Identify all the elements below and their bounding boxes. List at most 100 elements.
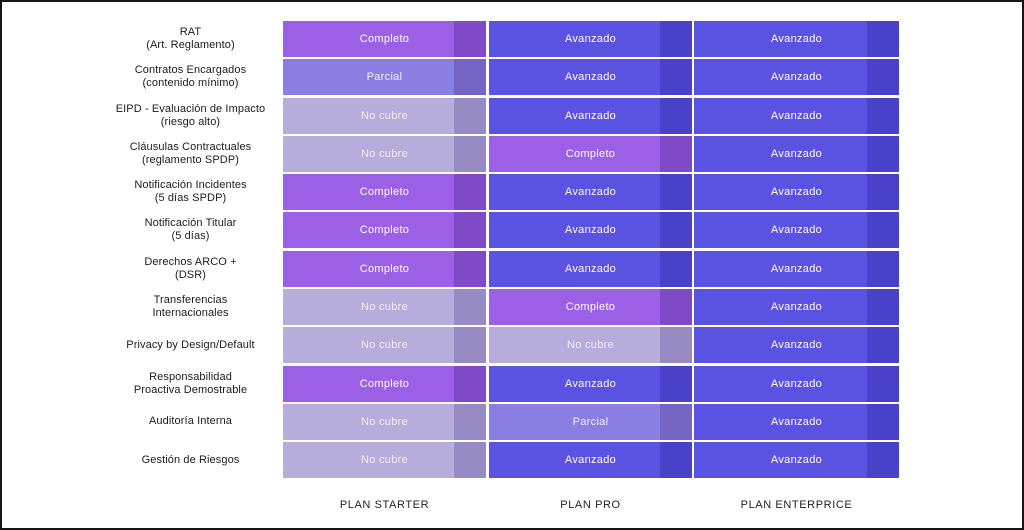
feature-label: EIPD - Evaluación de Impacto (riesgo alto… — [2, 98, 283, 134]
feature-label-line: (contenido mínimo) — [142, 77, 239, 90]
cell-accent-strip — [660, 327, 692, 364]
cell-accent-strip — [660, 403, 692, 440]
status-text: No cubre — [360, 147, 409, 160]
status-text: Completo — [359, 377, 410, 390]
status-cell-enterprise: Avanzado — [694, 327, 899, 364]
cell-accent-strip — [867, 135, 899, 172]
table-row: Transferencias Internacionales No cubre Com… — [2, 289, 899, 326]
plan-footer-row: PLAN STARTER PLAN PRO PLAN ENTERPRICE — [2, 499, 1024, 511]
comparison-table: RAT (Art. Reglamento) Completo Avanzado Avan… — [2, 21, 899, 481]
status-cell-enterprise: Avanzado — [694, 174, 899, 211]
footer-spacer — [2, 499, 283, 511]
status-text: Avanzado — [564, 186, 617, 199]
table-row: RAT (Art. Reglamento) Completo Avanzado Avan… — [2, 21, 899, 57]
status-text: Avanzado — [770, 301, 823, 314]
cell-accent-strip — [454, 327, 486, 364]
status-text: Avanzado — [770, 224, 823, 237]
status-text: Avanzado — [564, 224, 617, 237]
cell-accent-strip — [454, 97, 486, 134]
cell-accent-strip — [454, 442, 486, 479]
plan-label-enterprice: PLAN ENTERPRICE — [740, 499, 853, 511]
feature-label-line: (reglamento SPDP) — [141, 153, 240, 166]
cell-accent-strip — [454, 365, 486, 402]
cell-accent-strip — [454, 21, 486, 57]
status-cell-starter: No cubre — [283, 135, 486, 172]
feature-label-line: RAT — [179, 26, 202, 38]
status-cell-starter: Completo — [283, 174, 486, 211]
feature-label-line: Gestión de Riesgos — [141, 453, 240, 466]
cell-accent-strip — [454, 59, 486, 96]
feature-label-line: Proactiva Demostrable — [133, 383, 248, 396]
status-cell-enterprise: Avanzado — [694, 97, 899, 134]
status-cell-pro: Avanzado — [489, 174, 692, 211]
status-text: No cubre — [360, 301, 409, 314]
feature-label-line: (5 días SPDP) — [154, 192, 227, 205]
status-text: Avanzado — [770, 33, 823, 45]
status-cell-starter: Completo — [283, 21, 486, 57]
status-text: Avanzado — [770, 109, 823, 122]
feature-label: Gestión de Riesgos — [2, 442, 283, 478]
status-cell-starter: Completo — [283, 250, 486, 287]
feature-label: RAT (Art. Reglamento) — [2, 21, 283, 57]
status-cell-pro: Avanzado — [489, 97, 692, 134]
feature-label-line: Internacionales — [152, 307, 229, 320]
cell-accent-strip — [867, 97, 899, 134]
status-text: Avanzado — [564, 262, 617, 275]
table-row: Privacy by Design/Default No cubre No cubr… — [2, 327, 899, 364]
status-cell-pro: Avanzado — [489, 365, 692, 402]
status-cell-starter: Parcial — [283, 59, 486, 96]
status-text: No cubre — [360, 454, 409, 467]
status-cell-enterprise: Avanzado — [694, 59, 899, 96]
table-row: Notificación Incidentes (5 días SPDP) Comp… — [2, 174, 899, 211]
feature-label: Notificación Incidentes (5 días SPDP) — [2, 174, 283, 210]
feature-label-line: Responsabilidad — [149, 370, 232, 383]
status-text: Completo — [359, 224, 410, 237]
cell-accent-strip — [867, 289, 899, 326]
cell-accent-strip — [454, 135, 486, 172]
feature-label-line: Contratos Encargados — [134, 64, 247, 77]
table-row: Contratos Encargados (contenido mínimo) Pa… — [2, 59, 899, 96]
table-row: Responsabilidad Proactiva Demostrable Comp… — [2, 365, 899, 402]
status-text: Avanzado — [564, 377, 617, 390]
status-text: Avanzado — [770, 262, 823, 275]
cell-accent-strip — [660, 289, 692, 326]
status-text: Completo — [565, 147, 616, 160]
cell-accent-strip — [867, 59, 899, 96]
feature-label-line: Derechos ARCO + — [144, 255, 237, 268]
cell-accent-strip — [454, 403, 486, 440]
feature-label-line: Privacy by Design/Default — [126, 338, 255, 351]
status-text: Completo — [565, 301, 616, 314]
table-row: Gestión de Riesgos No cubre Avanzado Avanza… — [2, 442, 899, 479]
status-text: Avanzado — [770, 415, 823, 428]
status-cell-pro: Avanzado — [489, 250, 692, 287]
cell-accent-strip — [454, 289, 486, 326]
cell-accent-strip — [660, 365, 692, 402]
status-cell-pro: Avanzado — [489, 21, 692, 57]
feature-label-line: (DSR) — [174, 268, 207, 281]
feature-label-line: Transferencias — [153, 294, 228, 307]
feature-label: Privacy by Design/Default — [2, 327, 283, 363]
feature-label: Responsabilidad Proactiva Demostrable — [2, 366, 283, 402]
status-cell-pro: Completo — [489, 289, 692, 326]
status-text: Avanzado — [770, 377, 823, 390]
feature-label: Derechos ARCO + (DSR) — [2, 251, 283, 287]
cell-accent-strip — [454, 174, 486, 211]
cell-accent-strip — [867, 174, 899, 211]
plan-label-starter: PLAN STARTER — [339, 499, 430, 511]
status-cell-starter: Completo — [283, 365, 486, 402]
cell-accent-strip — [660, 21, 692, 57]
status-text: Avanzado — [770, 339, 823, 352]
status-text: No cubre — [360, 339, 409, 352]
cell-accent-strip — [454, 250, 486, 287]
status-cell-enterprise: Avanzado — [694, 442, 899, 479]
table-row: Auditoría Interna No cubre Parcial Avanzado — [2, 403, 899, 440]
table-row: EIPD - Evaluación de Impacto (riesgo alto… — [2, 97, 899, 134]
status-text: Avanzado — [564, 454, 617, 467]
status-cell-starter: No cubre — [283, 442, 486, 479]
status-cell-starter: No cubre — [283, 327, 486, 364]
table-row: Notificación Titular (5 días) Completo Avan… — [2, 212, 899, 249]
feature-label-line: (riesgo alto) — [160, 115, 221, 128]
cell-accent-strip — [660, 212, 692, 249]
cell-accent-strip — [867, 403, 899, 440]
status-text: Avanzado — [770, 147, 823, 160]
